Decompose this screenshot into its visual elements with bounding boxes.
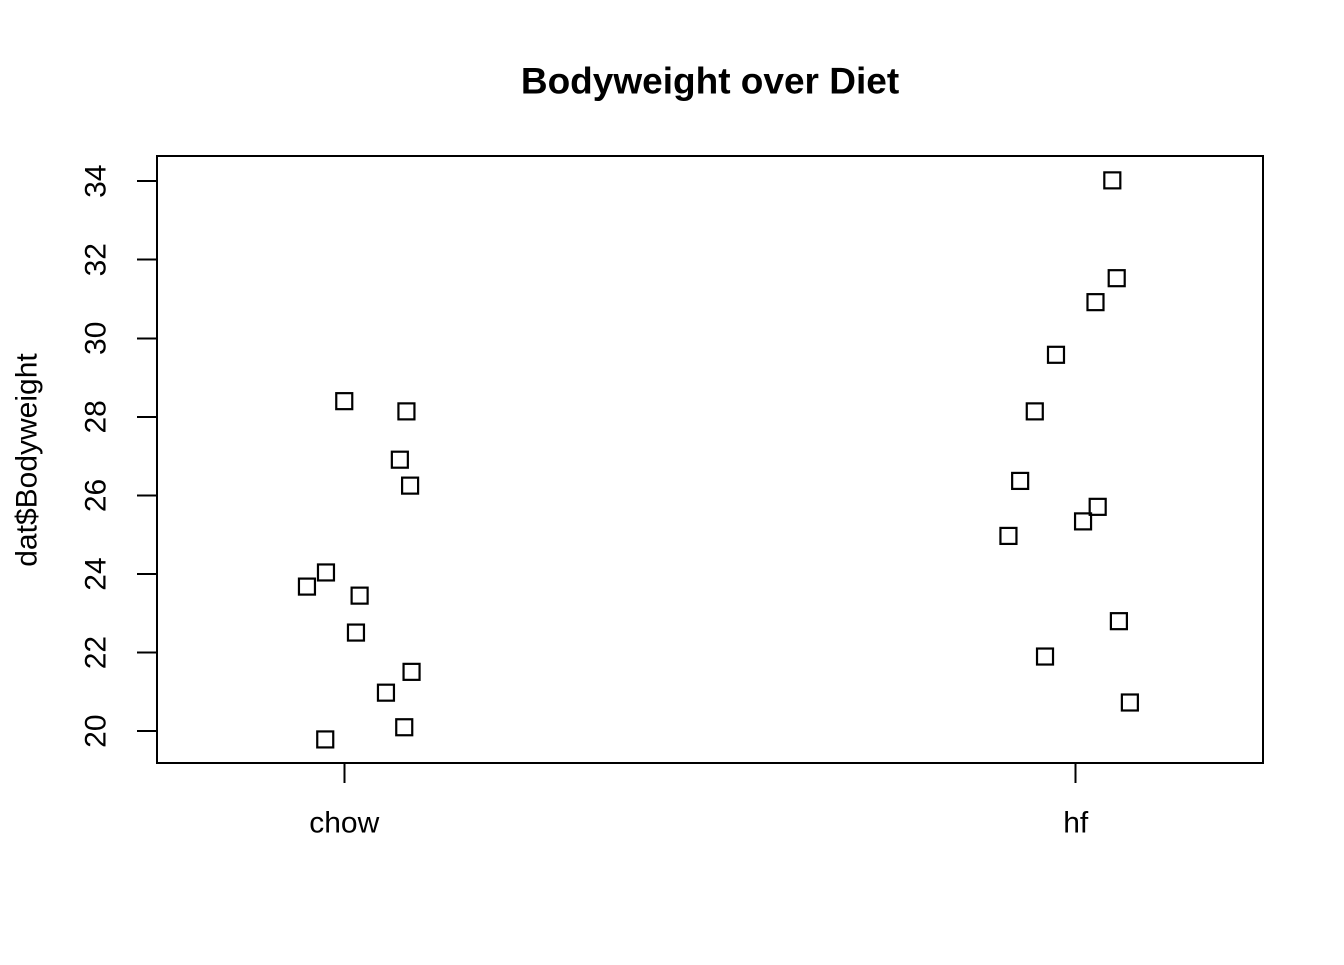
y-axis-tick-label: 24 bbox=[80, 557, 113, 590]
x-axis-tick-label-chow: chow bbox=[309, 807, 379, 840]
data-point-chow bbox=[316, 563, 336, 582]
data-point-chow bbox=[390, 450, 409, 469]
y-axis-label: dat$Bodyweight bbox=[11, 353, 44, 567]
data-point-hf bbox=[1073, 512, 1093, 531]
data-point-hf bbox=[1011, 471, 1030, 491]
data-point-hf bbox=[1103, 171, 1122, 190]
data-point-chow bbox=[335, 392, 354, 411]
y-axis-tick-label: 20 bbox=[80, 714, 113, 747]
data-point-chow bbox=[316, 730, 335, 749]
data-point-chow bbox=[297, 577, 317, 596]
y-axis-tick-label: 34 bbox=[80, 164, 113, 197]
plot-border bbox=[156, 155, 1264, 764]
data-point-hf bbox=[1035, 647, 1055, 666]
data-points-layer bbox=[297, 171, 1139, 749]
y-axis-tick-label: 22 bbox=[80, 636, 113, 669]
data-point-chow bbox=[376, 683, 396, 702]
data-point-chow bbox=[395, 718, 414, 737]
y-axis-tick-label: 28 bbox=[80, 400, 113, 433]
data-point-chow bbox=[346, 623, 366, 642]
data-point-hf bbox=[999, 526, 1018, 546]
data-point-hf bbox=[1107, 269, 1126, 288]
data-point-hf bbox=[1120, 693, 1139, 712]
x-axis-tick-label-hf: hf bbox=[1063, 807, 1089, 840]
data-point-hf bbox=[1046, 345, 1066, 364]
data-point-chow bbox=[402, 662, 421, 681]
axes-layer: 20 22 24 26 28 30 32 34 chow hf bbox=[80, 155, 1264, 840]
data-point-chow bbox=[397, 402, 416, 421]
data-point-hf bbox=[1109, 612, 1128, 631]
data-point-hf bbox=[1025, 402, 1044, 421]
data-point-chow bbox=[400, 476, 420, 495]
data-point-hf bbox=[1086, 293, 1105, 312]
y-axis-tick-label: 30 bbox=[80, 322, 113, 355]
chart-title: Bodyweight over Diet bbox=[521, 61, 899, 102]
data-point-hf bbox=[1088, 497, 1107, 516]
data-point-chow bbox=[350, 586, 369, 605]
y-axis-tick-label: 26 bbox=[80, 479, 113, 512]
y-axis-tick-label: 32 bbox=[80, 243, 113, 276]
